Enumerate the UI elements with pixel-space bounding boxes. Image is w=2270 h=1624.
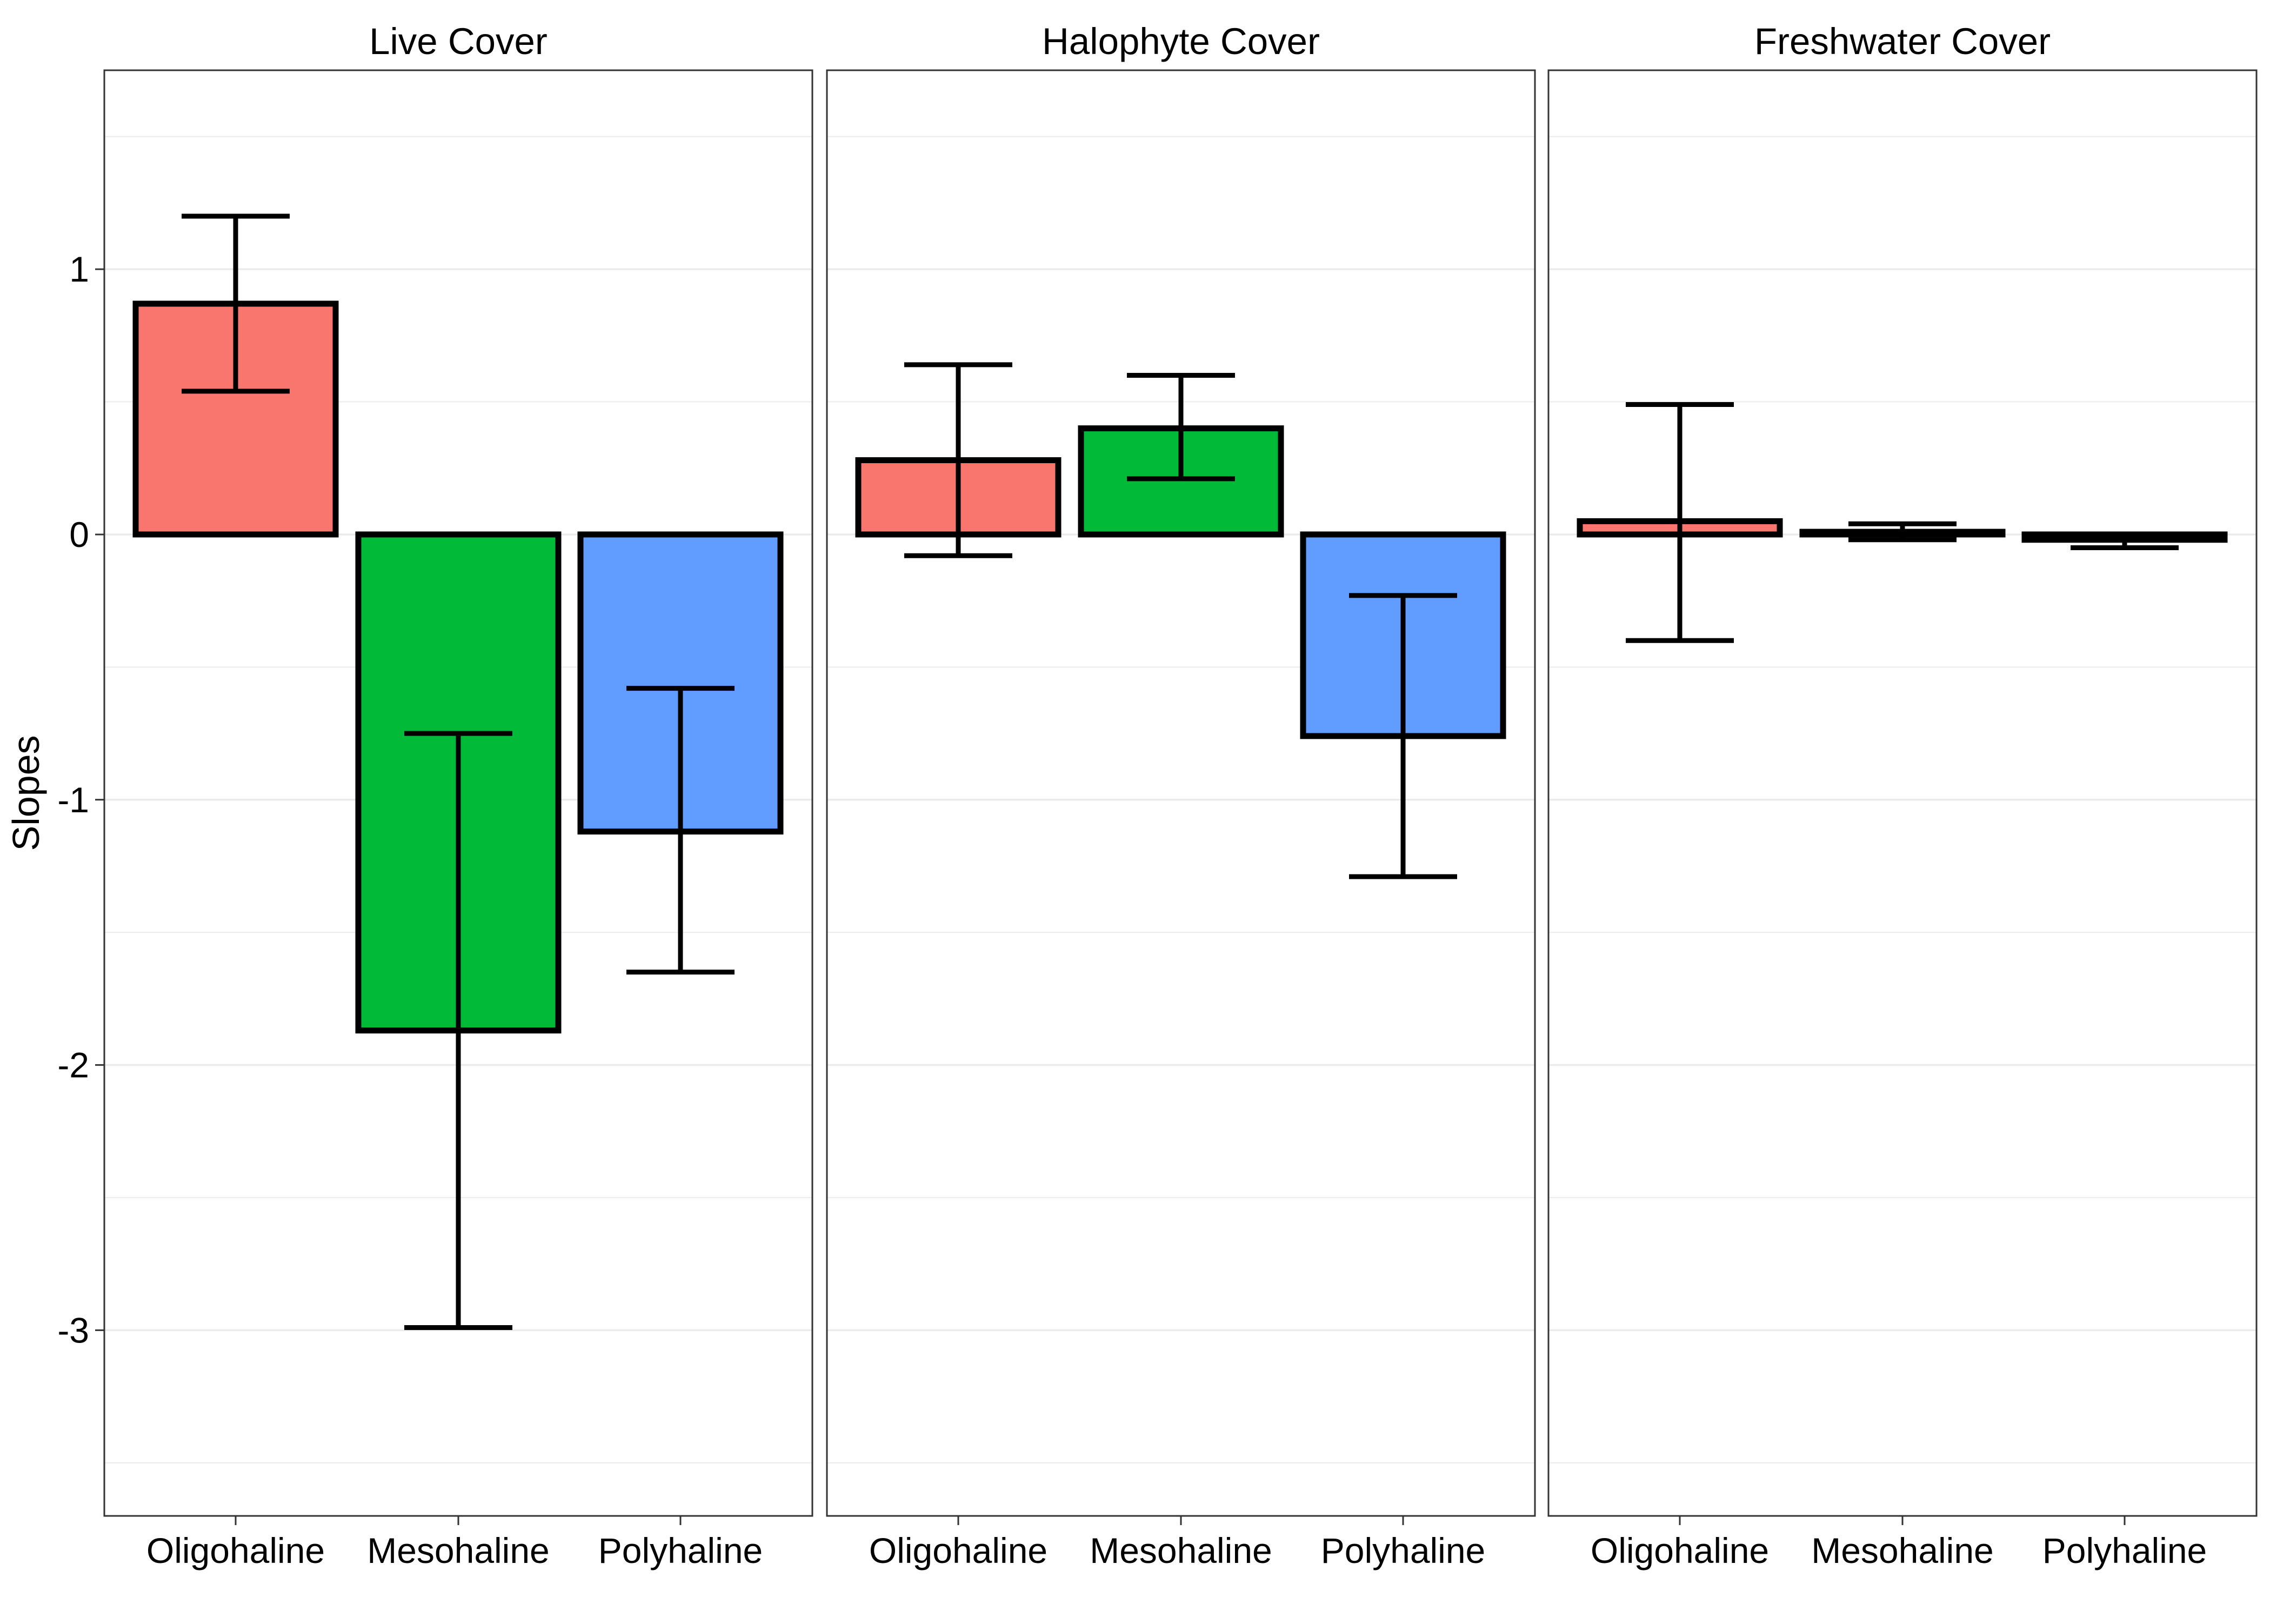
x-tick-label: Oligohaline: [1591, 1531, 1769, 1570]
panel-title: Freshwater Cover: [1754, 21, 2051, 62]
panel-border: [826, 69, 1536, 1517]
panel-freshwater-cover: Freshwater Cover Oligohaline Mesohaline Pol…: [1547, 21, 2258, 1570]
x-tick-label: Mesohaline: [1811, 1531, 1994, 1570]
x-tick-label: Oligohaline: [869, 1531, 1047, 1570]
y-tick-label: -2: [57, 1045, 89, 1085]
y-tick-label: 1: [69, 249, 89, 289]
bar-oligohaline: [132, 300, 339, 538]
panel-halophyte-cover: Halophyte Cover Oligohaline Mesohaline Poly…: [826, 21, 1536, 1570]
x-tick-label: Polyhaline: [1321, 1531, 1486, 1570]
x-tick-label: Mesohaline: [1090, 1531, 1272, 1570]
y-tick-label: -1: [57, 780, 89, 820]
panel-title: Live Cover: [369, 21, 548, 62]
x-tick-label: Mesohaline: [367, 1531, 550, 1570]
panel-border: [103, 69, 813, 1517]
x-tick-label: Oligohaline: [146, 1531, 325, 1570]
panel-border: [1547, 69, 2258, 1517]
x-tick-label: Polyhaline: [598, 1531, 763, 1570]
panel-live-cover: Live Cover Oligohaline Mesohaline Polyhalin…: [103, 21, 813, 1570]
panel-title: Halophyte Cover: [1042, 21, 1320, 62]
y-tick-label: 0: [69, 514, 89, 554]
y-axis-title: Slopes: [5, 735, 47, 851]
y-tick-label: -3: [57, 1310, 89, 1350]
x-tick-label: Polyhaline: [2042, 1531, 2207, 1570]
